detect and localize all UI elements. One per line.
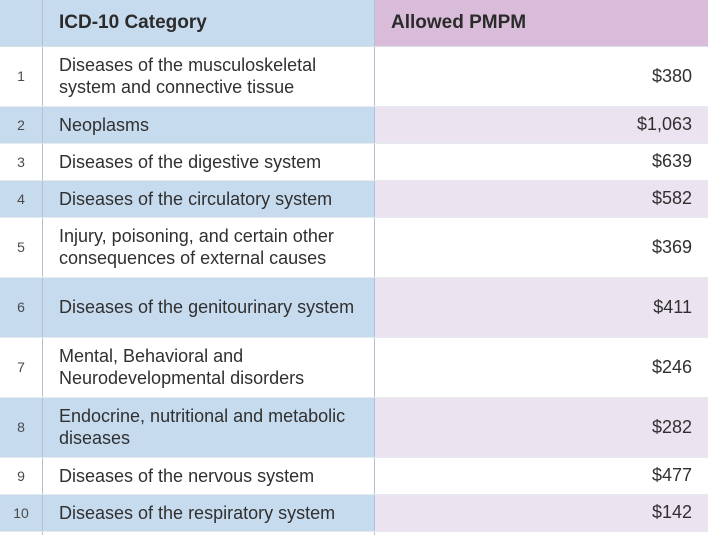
pmpm-value-cell: $282 <box>374 397 708 458</box>
table-row[interactable]: 7 Mental, Behavioral and Neurodevelopmen… <box>0 337 708 398</box>
row-number: 5 <box>0 217 43 278</box>
category-cell: Diseases of the genitourinary system <box>42 277 375 338</box>
category-cell: Neoplasms <box>42 106 375 144</box>
category-cell: Diseases of the musculoskeletal system a… <box>42 46 375 107</box>
row-number: 8 <box>0 397 43 458</box>
category-cell: Diseases of the circulatory system <box>42 180 375 218</box>
pmpm-value-cell: $380 <box>374 46 708 107</box>
pmpm-value-cell: $369 <box>374 217 708 278</box>
table-row[interactable]: 4 Diseases of the circulatory system $58… <box>0 180 708 218</box>
category-column-header[interactable]: ICD-10 Category <box>42 0 375 47</box>
pmpm-value-cell: $582 <box>374 180 708 218</box>
row-number: 9 <box>0 457 43 495</box>
pmpm-value-cell: $142 <box>374 494 708 532</box>
category-cell: Diseases of the nervous system <box>42 457 375 495</box>
pmpm-value-cell: $639 <box>374 143 708 181</box>
table-row[interactable]: 8 Endocrine, nutritional and metabolic d… <box>0 397 708 458</box>
table-row[interactable]: 5 Injury, poisoning, and certain other c… <box>0 217 708 278</box>
row-number: 10 <box>0 494 43 532</box>
table-tail-row <box>0 531 708 535</box>
category-cell: Diseases of the respiratory system <box>42 494 375 532</box>
category-cell: Mental, Behavioral and Neurodevelopmenta… <box>42 337 375 398</box>
category-cell: Injury, poisoning, and certain other con… <box>42 217 375 278</box>
pmpm-value-cell: $1,063 <box>374 106 708 144</box>
category-cell: Diseases of the digestive system <box>42 143 375 181</box>
pmpm-value-cell: $477 <box>374 457 708 495</box>
table-row[interactable]: 6 Diseases of the genitourinary system $… <box>0 277 708 338</box>
table-row[interactable]: 1 Diseases of the musculoskeletal system… <box>0 46 708 107</box>
row-number: 3 <box>0 143 43 181</box>
row-number: 7 <box>0 337 43 398</box>
row-number-header <box>0 0 43 47</box>
pmpm-value-cell: $246 <box>374 337 708 398</box>
category-cell: Endocrine, nutritional and metabolic dis… <box>42 397 375 458</box>
allowed-pmpm-column-header[interactable]: Allowed PMPM <box>374 0 708 47</box>
row-number: 4 <box>0 180 43 218</box>
row-number: 2 <box>0 106 43 144</box>
table-row[interactable]: 10 Diseases of the respiratory system $1… <box>0 494 708 532</box>
table-header-row: ICD-10 Category Allowed PMPM <box>0 0 708 47</box>
pmpm-value-cell: $411 <box>374 277 708 338</box>
row-number: 1 <box>0 46 43 107</box>
row-number: 6 <box>0 277 43 338</box>
table-row[interactable]: 2 Neoplasms $1,063 <box>0 106 708 144</box>
table-row[interactable]: 3 Diseases of the digestive system $639 <box>0 143 708 181</box>
table-row[interactable]: 9 Diseases of the nervous system $477 <box>0 457 708 495</box>
